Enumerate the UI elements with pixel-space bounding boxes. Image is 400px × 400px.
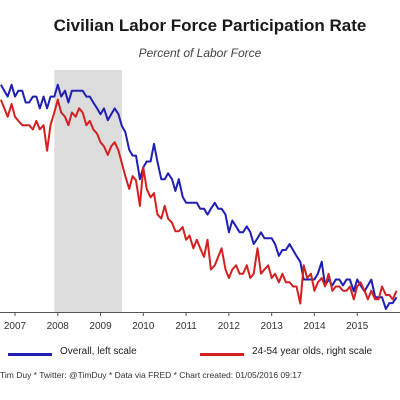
chart-title: Civilian Labor Force Participation Rate <box>53 16 367 35</box>
legend-swatch-overall <box>8 353 52 356</box>
x-tick-label-2009: 2009 <box>89 321 112 332</box>
x-tick-label-2007: 2007 <box>4 321 27 332</box>
legend-item-prime-age: 24-54 year olds, right scale <box>200 346 400 362</box>
x-tick-label-2014: 2014 <box>303 321 326 332</box>
x-tick-label-2013: 2013 <box>261 321 284 332</box>
x-tick-label-2012: 2012 <box>218 321 241 332</box>
x-tick-label-2015: 2015 <box>346 321 369 332</box>
recession-band <box>54 70 122 312</box>
x-tick-label-2011: 2011 <box>175 321 197 332</box>
x-tick-label-2008: 2008 <box>47 321 70 332</box>
legend-label-prime-age: 24-54 year olds, right scale <box>252 346 373 357</box>
series-line-prime-age <box>0 98 398 305</box>
legend-item-overall: Overall, left scale <box>8 346 188 362</box>
x-tick-label-2010: 2010 <box>132 321 155 332</box>
chart-subtitle: Percent of Labor Force <box>138 46 262 60</box>
source-credit: Tim Duy * Twitter: @TimDuy * Data via FR… <box>0 370 302 380</box>
legend-label-overall: Overall, left scale <box>60 346 137 357</box>
legend-swatch-prime-age <box>200 353 244 356</box>
